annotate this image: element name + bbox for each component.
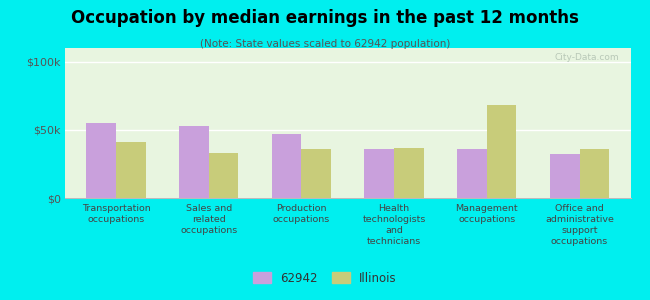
Bar bbox=[179, 126, 209, 198]
Bar bbox=[116, 142, 146, 198]
Text: Occupation by median earnings in the past 12 months: Occupation by median earnings in the pas… bbox=[71, 9, 579, 27]
Bar bbox=[394, 148, 424, 198]
Text: (Note: State values scaled to 62942 population): (Note: State values scaled to 62942 popu… bbox=[200, 39, 450, 49]
Bar bbox=[272, 134, 302, 198]
Bar bbox=[487, 105, 517, 198]
Bar bbox=[580, 149, 609, 198]
Legend: 62942, Illinois: 62942, Illinois bbox=[250, 268, 400, 288]
Bar bbox=[550, 154, 580, 198]
Bar bbox=[365, 149, 394, 198]
Text: City-Data.com: City-Data.com bbox=[554, 52, 619, 62]
Bar bbox=[209, 153, 239, 198]
Bar bbox=[457, 149, 487, 198]
Bar bbox=[302, 149, 331, 198]
Bar bbox=[86, 123, 116, 198]
